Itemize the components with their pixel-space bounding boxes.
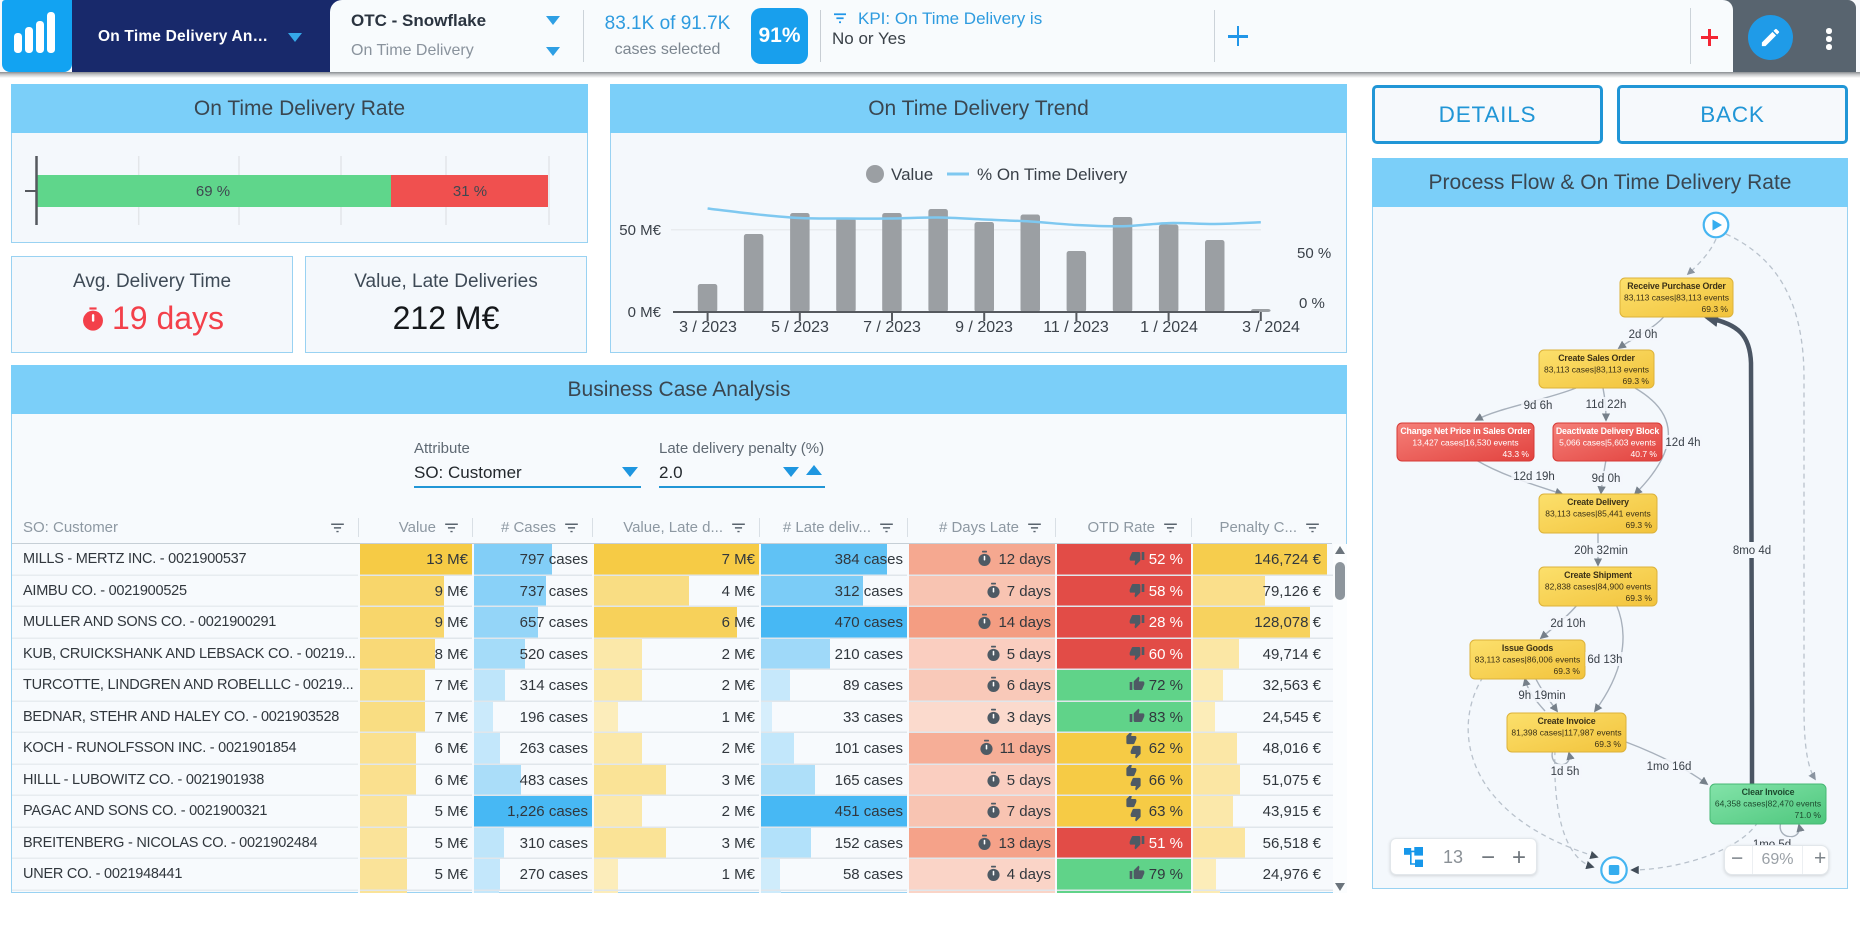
svg-text:1mo 16d: 1mo 16d xyxy=(1647,761,1692,773)
svg-text:83,113 cases|86,006 events: 83,113 cases|86,006 events xyxy=(1475,655,1581,665)
svg-text:50 %: 50 % xyxy=(1297,245,1331,262)
svg-text:6d 13h: 6d 13h xyxy=(1587,654,1622,666)
svg-text:69.3 %: 69.3 % xyxy=(1623,376,1650,386)
svg-text:1d 5h: 1d 5h xyxy=(1551,766,1580,778)
svg-text:31 %: 31 % xyxy=(453,183,487,200)
svg-text:2d 0h: 2d 0h xyxy=(1629,329,1658,341)
svg-text:43.3 %: 43.3 % xyxy=(1503,449,1530,459)
svg-text:Change Net Price in Sales Orde: Change Net Price in Sales Order xyxy=(1400,426,1531,436)
svg-text:0 %: 0 % xyxy=(1299,295,1325,312)
svg-text:3 / 2023: 3 / 2023 xyxy=(679,319,737,336)
svg-text:5,066 cases|5,603 events: 5,066 cases|5,603 events xyxy=(1559,438,1656,448)
svg-text:69.3 %: 69.3 % xyxy=(1702,304,1729,314)
svg-text:50 M€: 50 M€ xyxy=(619,222,661,239)
svg-text:69.3 %: 69.3 % xyxy=(1595,739,1622,749)
svg-text:83,113 cases|83,113 events: 83,113 cases|83,113 events xyxy=(1624,293,1729,303)
svg-text:82,838 cases|84,900 events: 82,838 cases|84,900 events xyxy=(1545,582,1651,592)
svg-text:83,113 cases|85,441 events: 83,113 cases|85,441 events xyxy=(1545,509,1651,519)
svg-text:12d 4h: 12d 4h xyxy=(1665,437,1700,449)
svg-text:69 %: 69 % xyxy=(196,183,230,200)
svg-text:9d 6h: 9d 6h xyxy=(1524,400,1553,412)
svg-text:69.3 %: 69.3 % xyxy=(1554,666,1581,676)
svg-text:40.7 %: 40.7 % xyxy=(1631,449,1658,459)
svg-text:12d 19h: 12d 19h xyxy=(1513,471,1555,483)
svg-text:81,398 cases|117,987 events: 81,398 cases|117,987 events xyxy=(1511,728,1621,738)
svg-text:1 / 2024: 1 / 2024 xyxy=(1140,319,1198,336)
svg-text:Create Shipment: Create Shipment xyxy=(1564,570,1632,580)
svg-text:Issue Goods: Issue Goods xyxy=(1502,643,1553,653)
svg-text:64,358 cases|82,470 events: 64,358 cases|82,470 events xyxy=(1715,799,1821,809)
svg-text:8mo 4d: 8mo 4d xyxy=(1733,545,1771,557)
svg-text:Clear Invoice: Clear Invoice xyxy=(1742,787,1795,797)
svg-text:Create Invoice: Create Invoice xyxy=(1537,716,1595,726)
svg-text:3 / 2024: 3 / 2024 xyxy=(1242,319,1300,336)
svg-text:11 / 2023: 11 / 2023 xyxy=(1043,319,1109,336)
svg-text:20h 32min: 20h 32min xyxy=(1574,545,1628,557)
svg-text:69.3 %: 69.3 % xyxy=(1626,593,1653,603)
svg-text:9d 0h: 9d 0h xyxy=(1592,473,1621,485)
svg-text:71.0 %: 71.0 % xyxy=(1795,810,1822,820)
svg-text:9 / 2023: 9 / 2023 xyxy=(955,319,1013,336)
svg-text:Deactivate Delivery Block: Deactivate Delivery Block xyxy=(1556,426,1660,436)
svg-text:Value: Value xyxy=(891,165,933,184)
svg-text:5 / 2023: 5 / 2023 xyxy=(771,319,829,336)
svg-text:13,427 cases|16,530 events: 13,427 cases|16,530 events xyxy=(1412,438,1518,448)
svg-text:11d 22h: 11d 22h xyxy=(1586,399,1627,411)
svg-text:69.3 %: 69.3 % xyxy=(1626,520,1653,530)
svg-text:% On Time Delivery: % On Time Delivery xyxy=(977,165,1128,184)
svg-text:Create Delivery: Create Delivery xyxy=(1567,497,1629,507)
svg-text:7 / 2023: 7 / 2023 xyxy=(863,319,921,336)
svg-text:9h 19min: 9h 19min xyxy=(1518,690,1565,702)
svg-text:Receive Purchase Order: Receive Purchase Order xyxy=(1627,281,1726,291)
svg-text:2d 10h: 2d 10h xyxy=(1550,618,1585,630)
svg-text:Create Sales Order: Create Sales Order xyxy=(1558,353,1635,363)
svg-text:0 M€: 0 M€ xyxy=(628,304,662,321)
svg-text:83,113 cases|83,113 events: 83,113 cases|83,113 events xyxy=(1544,365,1649,375)
